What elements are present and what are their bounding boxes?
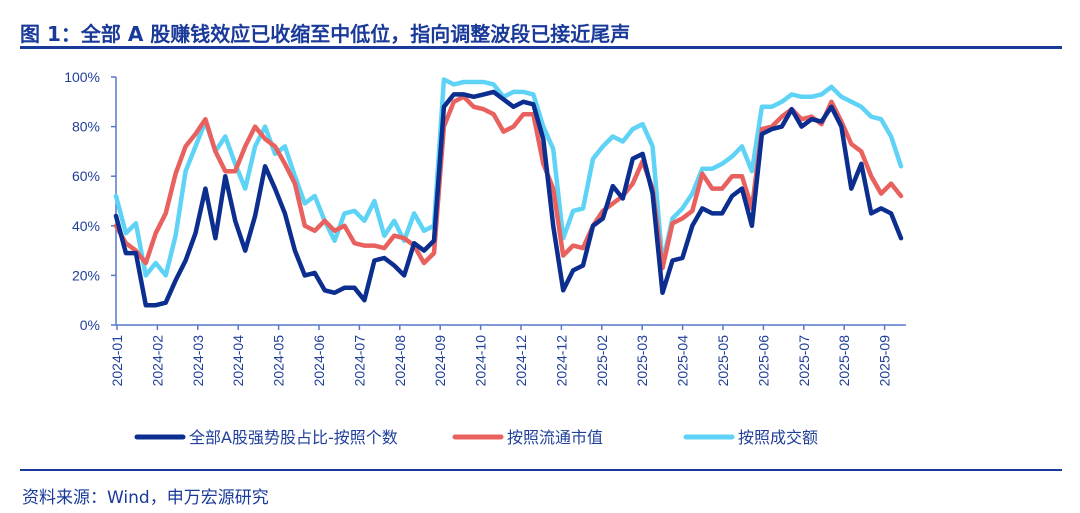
y-tick-label: 60% <box>72 168 100 184</box>
x-tick-label: 2025-07 <box>796 335 812 387</box>
x-tick-label: 2025-03 <box>634 335 650 387</box>
x-tick-label: 2024-02 <box>149 335 165 387</box>
y-tick-label: 0% <box>80 317 100 333</box>
x-tick-label: 2025-09 <box>877 335 893 387</box>
x-tick-label: 2024-03 <box>190 335 206 387</box>
legend-label: 全部A股强势股占比-按照个数 <box>189 428 398 447</box>
x-tick-label: 2024-04 <box>230 335 246 387</box>
x-tick-label: 2024-12 <box>553 335 569 387</box>
x-tick-label: 2024-09 <box>432 335 448 387</box>
series-line-1 <box>113 94 904 271</box>
source-rule <box>20 469 1062 471</box>
x-tick-label: 2024-01 <box>109 335 125 387</box>
x-tick-label: 2025-06 <box>755 335 771 387</box>
source-note: 资料来源：Wind，申万宏源研究 <box>22 488 269 508</box>
legend-label: 按照成交额 <box>738 428 818 447</box>
y-tick-label: 80% <box>72 119 100 135</box>
x-tick-label: 2025-08 <box>836 335 852 387</box>
x-tick-label: 2025-04 <box>675 335 691 387</box>
figure-title: 图 1：全部 A 股赚钱效应已收缩至中低位，指向调整波段已接近尾声 <box>20 22 631 46</box>
x-tick-label: 2025-05 <box>715 335 731 387</box>
y-tick-label: 100% <box>64 69 100 85</box>
x-tick-label: 2025-02 <box>594 335 610 387</box>
x-tick-label: 2024-08 <box>392 335 408 387</box>
x-tick-label: 2024-12 <box>513 335 529 387</box>
y-tick-label: 40% <box>72 218 100 234</box>
x-tick-label: 2024-06 <box>311 335 327 387</box>
series-line-0 <box>113 77 904 278</box>
series-line-2 <box>113 89 904 308</box>
title-rule <box>20 46 1062 49</box>
x-tick-label: 2024-05 <box>271 335 287 387</box>
legend-label: 按照流通市值 <box>507 428 603 447</box>
y-tick-label: 20% <box>72 267 100 283</box>
x-tick-label: 2024-07 <box>351 335 367 387</box>
x-tick-label: 2024-10 <box>473 335 489 387</box>
